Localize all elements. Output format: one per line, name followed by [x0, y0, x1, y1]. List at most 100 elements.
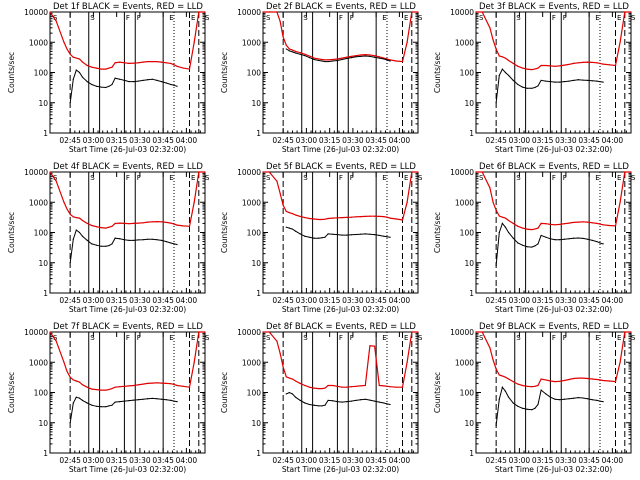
data-point-events: [549, 396, 552, 398]
data-point-lld: [360, 54, 362, 56]
data-point-events: [176, 243, 178, 246]
data-point-lld: [111, 225, 113, 227]
data-point-lld: [369, 345, 371, 347]
data-point-events: [507, 231, 510, 234]
interval-marker-label: E: [404, 174, 408, 182]
data-point-lld: [75, 57, 77, 59]
data-point-events: [147, 79, 149, 81]
data-point-events: [119, 78, 121, 80]
interval-marker-label: S: [479, 174, 484, 182]
y-tick-label: 10: [464, 99, 474, 108]
data-point-events: [591, 239, 593, 241]
x-axis-label: Start Time (26-Jul-03 02:32:00): [282, 145, 399, 154]
data-point-events: [383, 58, 385, 60]
interval-marker-label: F: [563, 334, 567, 342]
data-point-events: [599, 81, 601, 83]
data-point-events: [389, 403, 391, 406]
x-axis-label: Start Time (26-Jul-03 02:32:00): [69, 305, 186, 314]
data-point-events: [596, 399, 598, 401]
data-point-events: [95, 244, 98, 246]
data-point-lld: [336, 58, 338, 60]
data-point-lld: [313, 57, 315, 59]
data-point-events: [291, 393, 294, 395]
x-tick-label: 03:45: [365, 296, 387, 305]
data-point-lld: [321, 387, 323, 390]
x-tick-label: 04:00: [176, 456, 198, 465]
x-axis-label: Start Time (26-Jul-03 02:32:00): [282, 305, 399, 314]
data-point-lld: [369, 54, 371, 56]
interval-marker-label: E: [595, 334, 599, 342]
y-tick-label: 10000: [450, 8, 474, 17]
data-point-lld: [156, 382, 158, 384]
y-axis-label: Counts/sec: [433, 372, 442, 413]
data-point-events: [504, 71, 507, 74]
data-point-lld: [591, 378, 593, 380]
data-point-events: [81, 399, 84, 401]
data-point-events: [105, 86, 107, 89]
data-point-lld: [156, 220, 158, 223]
y-tick-label: 1000: [29, 38, 48, 47]
data-point-lld: [501, 216, 503, 218]
data-point-events: [369, 233, 371, 235]
x-tick-label: 03:30: [129, 296, 151, 305]
data-point-lld: [504, 57, 507, 59]
series-line-events: [286, 391, 391, 407]
data-point-events: [545, 236, 547, 238]
data-point-lld: [182, 225, 184, 227]
data-point-lld: [582, 377, 584, 379]
data-point-lld: [504, 217, 507, 219]
data-point-lld: [111, 387, 113, 390]
data-point-events: [383, 235, 385, 237]
y-tick-label: 1000: [29, 358, 48, 367]
data-point-lld: [268, 171, 270, 173]
data-point-events: [534, 86, 536, 89]
data-point-lld: [395, 218, 397, 220]
data-point-events: [69, 422, 71, 424]
x-tick-label: 04:00: [389, 456, 411, 465]
data-point-events: [537, 403, 539, 406]
data-point-lld: [78, 217, 81, 219]
data-point-lld: [133, 222, 135, 224]
data-point-events: [521, 407, 524, 409]
x-axis-label: Start Time (26-Jul-03 02:32:00): [495, 465, 612, 474]
y-axis-label: Counts/sec: [7, 52, 16, 93]
data-point-lld: [531, 228, 533, 231]
data-point-lld: [582, 61, 584, 64]
data-point-lld: [165, 382, 167, 384]
interval-marker-label: E: [169, 174, 173, 182]
data-point-lld: [501, 56, 503, 58]
data-point-events: [504, 226, 507, 228]
data-point-events: [165, 82, 167, 84]
x-axis-label: Start Time (26-Jul-03 02:32:00): [282, 465, 399, 474]
interval-marker-label: F: [552, 334, 556, 342]
data-point-events: [318, 59, 320, 62]
data-point-events: [156, 79, 158, 81]
data-point-events: [142, 79, 144, 81]
data-point-lld: [128, 223, 130, 225]
data-point-lld: [504, 376, 507, 378]
data-point-lld: [86, 222, 88, 224]
data-point-lld: [324, 218, 326, 220]
data-point-events: [95, 85, 98, 87]
data-point-lld: [327, 384, 329, 387]
data-point-lld: [170, 222, 172, 224]
data-point-events: [501, 68, 503, 70]
data-point-events: [582, 237, 584, 239]
data-point-events: [72, 402, 74, 404]
data-point-lld: [55, 340, 57, 342]
data-point-events: [582, 79, 584, 81]
data-point-lld: [608, 380, 610, 382]
data-point-lld: [341, 217, 343, 219]
data-point-events: [360, 233, 362, 235]
panel-det-7f: Det 7f BLACK = Events, RED = LLD 1 10 100 10…: [7, 322, 210, 474]
data-point-events: [355, 56, 357, 58]
data-point-lld: [526, 385, 528, 387]
data-point-lld: [336, 217, 338, 219]
y-tick-label: 1: [43, 289, 48, 298]
data-point-events: [151, 397, 153, 399]
interval-marker-label: F: [350, 334, 354, 342]
data-point-events: [288, 50, 290, 52]
data-point-lld: [591, 222, 593, 224]
data-point-events: [374, 234, 376, 236]
data-point-lld: [69, 213, 71, 215]
